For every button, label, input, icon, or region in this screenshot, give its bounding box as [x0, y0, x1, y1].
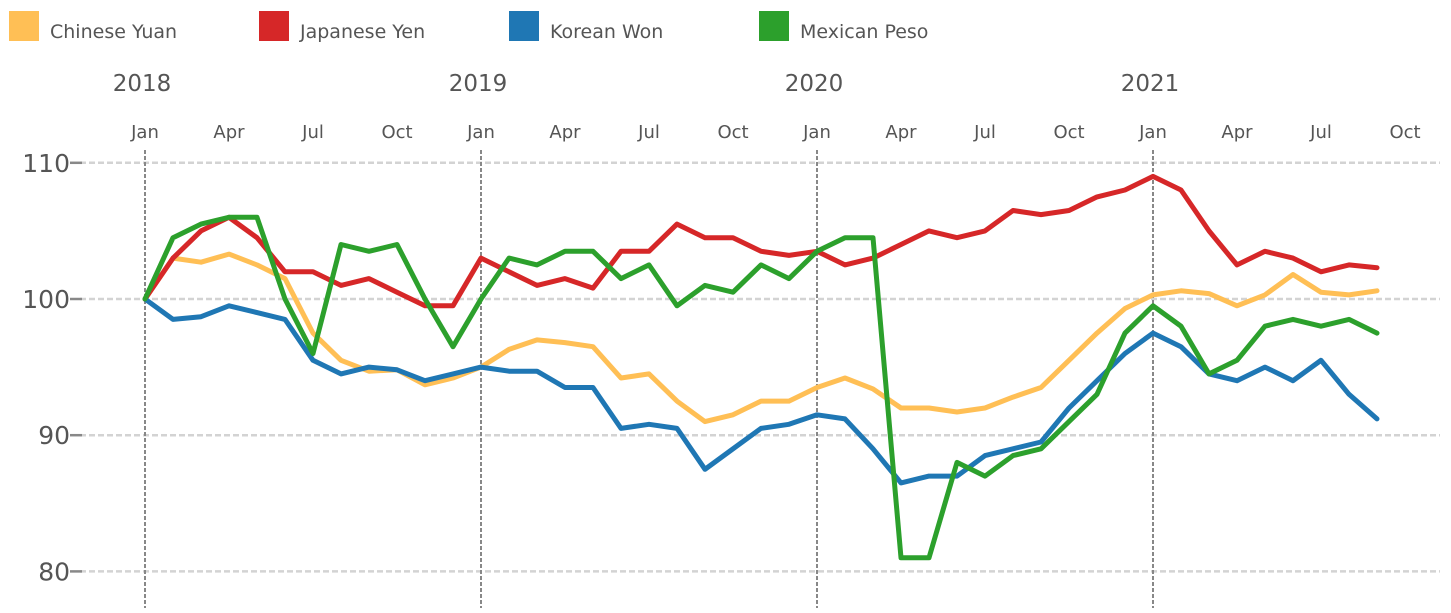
- legend-label: Japanese Yen: [299, 21, 425, 43]
- year-label: 2018: [113, 71, 172, 97]
- month-label: Jan: [802, 122, 831, 143]
- month-label: Oct: [717, 122, 748, 143]
- month-label: Jan: [130, 122, 159, 143]
- y-tick-label: 90: [38, 421, 70, 450]
- y-tick-label: 80: [38, 557, 70, 586]
- month-label: Apr: [549, 122, 581, 143]
- series-line-mexican-peso: [142, 214, 1380, 561]
- legend-swatch: [759, 11, 789, 41]
- legend-swatch: [509, 11, 539, 41]
- month-label: Apr: [1221, 122, 1253, 143]
- month-label: Jul: [637, 122, 660, 143]
- y-tick-label: 110: [22, 149, 70, 178]
- gridlines: [80, 150, 1440, 608]
- series-lines: [142, 173, 1380, 561]
- legend-swatch: [9, 11, 39, 41]
- series-line-japanese-yen: [142, 173, 1380, 309]
- legend-label: Chinese Yuan: [50, 21, 177, 43]
- month-label: Jul: [1309, 122, 1332, 143]
- x-axis: 2018 2019 2020 2021 Jan Apr Jul Oct Jan Apr Jul Oct…: [113, 71, 1421, 143]
- year-label: 2020: [785, 71, 844, 97]
- year-label: 2019: [449, 71, 508, 97]
- legend: Chinese Yuan Japanese Yen Korean Won Mexica…: [9, 11, 928, 43]
- month-label: Jul: [973, 122, 996, 143]
- y-axis: 80 90 100 110: [22, 149, 82, 586]
- series-line-chinese-yuan: [142, 251, 1380, 425]
- legend-label: Korean Won: [550, 21, 663, 43]
- month-label: Jan: [466, 122, 495, 143]
- month-label: Oct: [1053, 122, 1084, 143]
- month-label: Jul: [301, 122, 324, 143]
- y-tick-label: 100: [22, 285, 70, 314]
- month-label: Oct: [381, 122, 412, 143]
- series-line-korean-won: [142, 296, 1380, 486]
- month-label: Apr: [213, 122, 245, 143]
- month-label: Oct: [1389, 122, 1420, 143]
- legend-swatch: [259, 11, 289, 41]
- legend-label: Mexican Peso: [800, 21, 928, 43]
- month-label: Apr: [885, 122, 917, 143]
- month-label: Jan: [1138, 122, 1167, 143]
- year-label: 2021: [1121, 71, 1180, 97]
